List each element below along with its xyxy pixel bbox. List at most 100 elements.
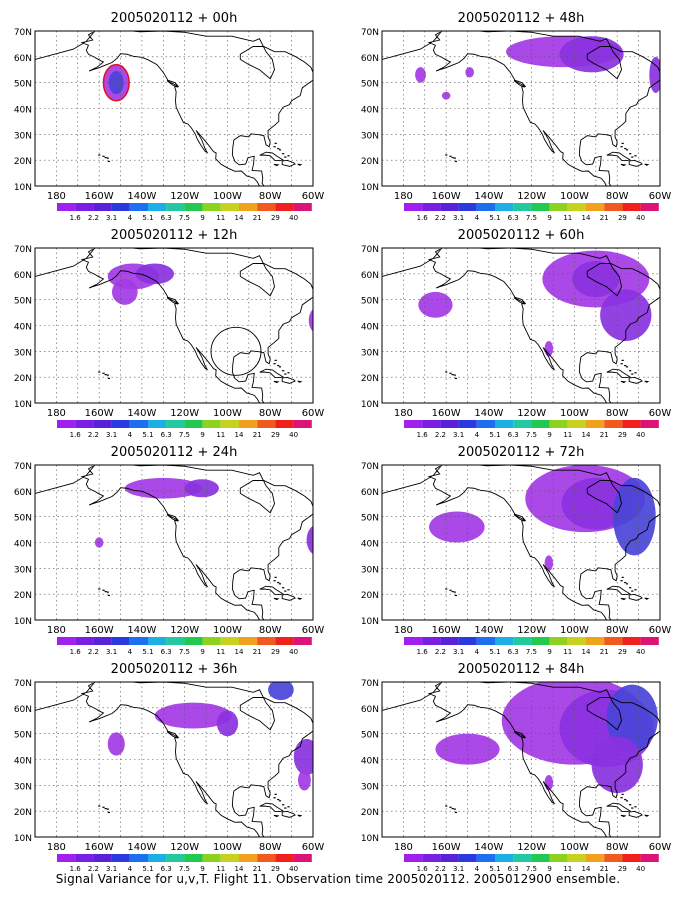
island [453,808,456,810]
longitude-label: 140W [127,842,156,853]
colorbar-swatch [604,420,623,428]
coastline [644,597,650,600]
island [454,594,457,597]
latitude-label: 40N [14,540,32,550]
longitude-label: 160W [432,191,461,202]
colorbar-label: 9 [200,431,204,439]
longitude-label: 180 [47,842,66,853]
colorbar-label: 1.6 [70,648,82,656]
coastline [281,810,296,818]
colorbar-swatch [93,203,112,211]
island [449,589,452,591]
longitude-label: 60W [649,842,672,853]
variance-region [465,67,474,78]
coastline [259,151,284,161]
longitude-label: 80W [259,408,282,419]
colorbar-label: 4 [128,431,133,439]
island [282,370,285,372]
figure-caption: Signal Variance for u,v,T. Flight 11. Ob… [55,872,621,886]
panel-title: 2005020112 + 72h [458,445,585,460]
colorbar-swatch [586,420,605,428]
island [274,359,277,361]
variance-region [298,769,311,791]
colorbar-swatch [166,854,185,862]
island [102,589,105,591]
colorbar-swatch [640,637,659,645]
latitude-label: 60N [361,271,379,281]
coastline [644,163,650,166]
latitude-label: 20N [361,591,379,601]
colorbar-swatch [567,203,586,211]
colorbar-swatch [202,420,221,428]
longitude-label: 140W [474,625,503,636]
longitude-label: 140W [127,625,156,636]
island [274,142,277,144]
colorbar-swatch [531,420,550,428]
island [273,797,276,799]
island [284,156,287,158]
colorbar-label: 3.1 [453,431,464,439]
colorbar-swatch [93,637,112,645]
coastline [628,376,643,384]
latitude-label: 30N [14,131,32,141]
colorbar-label: 29 [271,214,280,222]
colorbar-label: 9 [547,865,551,873]
latitude-label: 10N [361,834,379,844]
island [102,155,105,157]
island [445,154,448,156]
colorbar-swatch [622,203,641,211]
colorbar: 1.6 2.2 3.1 4 5.1 6.3 7.5 9 11 14 21 29 40 [404,420,659,439]
colorbar-swatch [75,637,94,645]
island [98,588,101,590]
island [451,373,454,376]
coastline [628,593,643,601]
longitude-label: 60W [302,842,325,853]
colorbar: 1.6 2.2 3.1 4 5.1 6.3 7.5 9 11 14 21 29 40 [404,854,659,873]
longitude-label: 80W [606,625,629,636]
colorbar-swatch [202,203,221,211]
colorbar: 1.6 2.2 3.1 4 5.1 6.3 7.5 9 11 14 21 29 40 [57,203,312,222]
colorbar-label: 9 [200,214,204,222]
longitude-label: 140W [474,842,503,853]
colorbar-label: 14 [582,214,591,222]
coastline [382,682,660,837]
longitude-label: 100W [213,408,242,419]
colorbar-swatch [184,854,203,862]
latitude-label: 60N [361,54,379,64]
island [278,583,282,585]
colorbar-label: 40 [289,648,298,656]
coastline [35,682,313,837]
coastline [661,730,674,742]
island [274,793,277,795]
map-frame [34,464,314,621]
island [106,374,109,376]
latitude-label: 50N [14,80,32,90]
colorbar-swatch [495,637,514,645]
colorbar-label: 3.1 [106,865,117,873]
colorbar-swatch [184,203,203,211]
longitude-label: 120W [170,625,199,636]
coastline [314,730,327,742]
island [98,805,101,807]
colorbar-label: 1.6 [70,865,82,873]
island [107,160,110,163]
colorbar-swatch [495,203,514,211]
longitude-label: 60W [302,625,325,636]
colorbar-label: 14 [235,431,244,439]
island [277,364,280,367]
colorbar-swatch [458,203,477,211]
contour-ring [210,326,262,376]
colorbar-label: 1.6 [417,431,429,439]
map-frame [34,30,314,187]
longitude-label: 160W [85,625,114,636]
map-panel: 2005020112 + 36h 70N 60N 50N 40N 30N 20N 10N 180… [14,662,327,873]
island [624,581,627,584]
colorbar-swatch [275,854,294,862]
island [278,149,282,151]
map-frame [381,247,661,404]
island [451,807,454,810]
coastline [382,248,660,403]
colorbar-swatch [166,420,185,428]
colorbar-label: 11 [216,865,225,873]
island [629,587,632,589]
